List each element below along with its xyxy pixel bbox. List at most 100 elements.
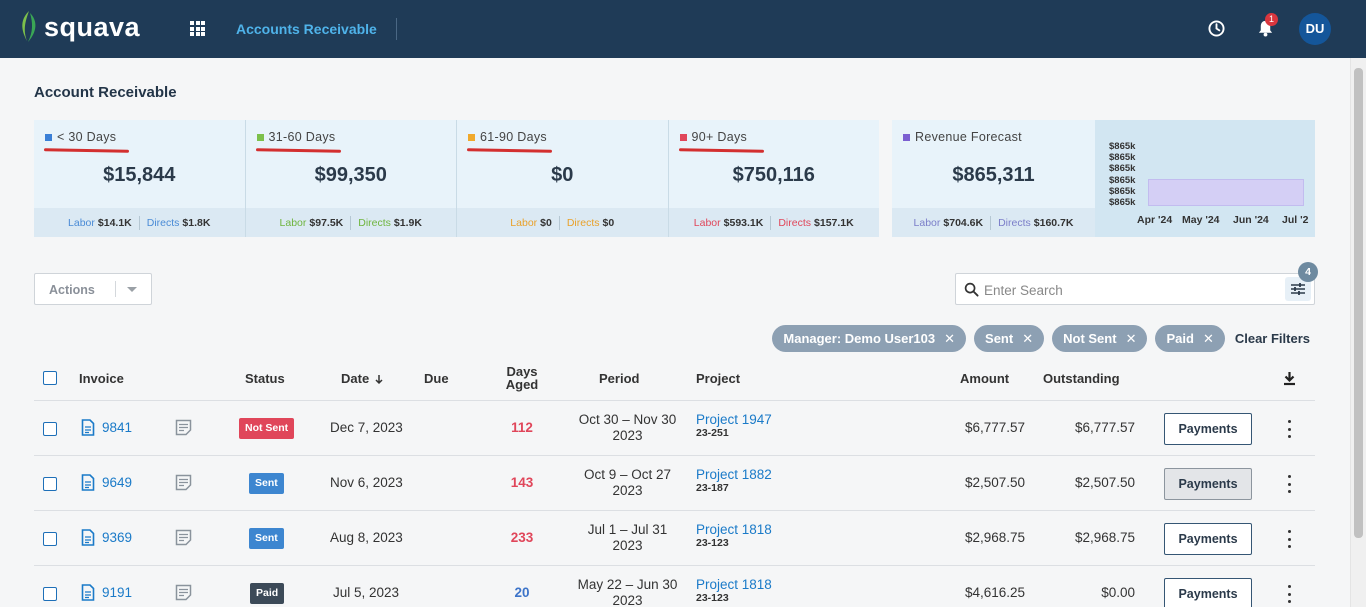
revenue-forecast-card[interactable]: Revenue Forecast $865,311 Labor $704.6K D… (892, 120, 1315, 237)
close-icon[interactable]: ✕ (1022, 330, 1034, 346)
billing-period: Jul 1 – Jul 31 2023 (570, 522, 685, 554)
invoice-link[interactable]: 9841 (102, 420, 133, 435)
period-range: May 22 – Jun 30 (577, 577, 678, 592)
period-year: 2023 (612, 483, 643, 498)
header-days-aged-line2: Aged (505, 377, 539, 392)
filter-chip-paid[interactable]: Paid ✕ (1155, 325, 1225, 352)
project-link[interactable]: Project 1882 (696, 467, 772, 482)
table-row[interactable]: 9191 Paid Jul 5, 2023 20 May 22 – Jun 30… (34, 566, 1315, 607)
row-checkbox[interactable] (43, 422, 57, 436)
invoice-link[interactable]: 9369 (102, 530, 133, 545)
header-period[interactable]: Period (599, 371, 640, 386)
x-axis-tick: Jun '24 (1233, 214, 1269, 226)
period-range: Oct 30 – Nov 30 (578, 412, 677, 427)
days-aged: 20 (514, 585, 530, 600)
clock-icon[interactable] (1208, 20, 1225, 37)
invoice-link[interactable]: 9649 (102, 475, 133, 490)
active-filters: Manager: Demo User103 ✕ Sent ✕ Not Sent ✕ P… (764, 325, 1310, 352)
note-icon[interactable] (175, 529, 192, 546)
card-breakdown: Labor $14.1K Directs $1.8K (34, 208, 245, 237)
clear-filters-link[interactable]: Clear Filters (1234, 331, 1310, 346)
document-icon[interactable] (81, 474, 95, 491)
red-underline-annotation (678, 148, 764, 153)
close-icon[interactable]: ✕ (1202, 330, 1214, 346)
divider (558, 215, 560, 230)
scrollbar-thumb[interactable] (1354, 68, 1363, 538)
table-row[interactable]: 9369 Sent Aug 8, 2023 233 Jul 1 – Jul 31… (34, 511, 1315, 566)
more-options-icon[interactable] (1284, 420, 1294, 438)
document-icon[interactable] (81, 419, 95, 436)
invoice-date: Jul 5, 2023 (333, 585, 400, 600)
project-code: 23-123 (696, 537, 729, 549)
card-value: $750,116 (732, 164, 815, 186)
project-link[interactable]: Project 1818 (696, 577, 772, 592)
directs-value: $1.9K (393, 216, 422, 229)
select-all-checkbox[interactable] (43, 371, 57, 385)
project-code: 23-251 (696, 427, 729, 439)
row-checkbox[interactable] (43, 532, 57, 546)
payments-button[interactable]: Payments (1164, 523, 1252, 555)
project-link[interactable]: Project 1947 (696, 412, 772, 427)
row-checkbox[interactable] (43, 477, 57, 491)
status-badge: Sent (249, 473, 284, 494)
app-title-link[interactable]: Accounts Receivable (236, 21, 377, 37)
note-icon[interactable] (175, 419, 192, 436)
aging-card-90-plus[interactable]: 90+ Days $750,116 Labor $593.1K Directs $1… (668, 120, 879, 237)
header-date[interactable]: Date (341, 371, 385, 386)
actions-dropdown[interactable]: Actions (34, 273, 152, 305)
filter-chip-manager[interactable]: Manager: Demo User103 ✕ (772, 325, 967, 352)
aging-card-61-90[interactable]: 61-90 Days $0 Labor $0 Directs $0 (457, 120, 669, 237)
aging-card-31-60[interactable]: 31-60 Days $99,350 Labor $97.5K Directs $1… (245, 120, 457, 237)
header-due[interactable]: Due (424, 371, 449, 386)
row-checkbox[interactable] (43, 587, 57, 601)
chevron-down-icon[interactable] (127, 287, 137, 292)
header-days-aged[interactable]: Days Aged (502, 365, 542, 391)
apps-grid-icon[interactable] (190, 21, 205, 36)
project-link[interactable]: Project 1818 (696, 522, 772, 537)
forecast-mini-chart: $865k $865k $865k $865k $865k $865k Apr … (1095, 120, 1315, 237)
document-icon[interactable] (81, 584, 95, 601)
billing-period: Oct 30 – Nov 30 2023 (570, 412, 685, 444)
title-divider (396, 18, 397, 40)
labor-breakdown: Labor $97.5K (273, 217, 351, 229)
note-icon[interactable] (175, 474, 192, 491)
card-value: $99,350 (314, 164, 387, 186)
close-icon[interactable]: ✕ (944, 330, 956, 346)
search-input[interactable] (984, 280, 1274, 300)
header-outstanding[interactable]: Outstanding (1043, 371, 1120, 386)
card-breakdown: Labor $593.1K Directs $157.1K (668, 208, 879, 237)
payments-button[interactable]: Payments (1164, 413, 1252, 445)
payments-button[interactable]: Payments (1164, 468, 1252, 500)
more-options-icon[interactable] (1284, 530, 1294, 548)
more-options-icon[interactable] (1284, 585, 1294, 603)
header-amount[interactable]: Amount (960, 371, 1010, 386)
close-icon[interactable]: ✕ (1125, 330, 1137, 346)
header-project[interactable]: Project (696, 371, 741, 386)
card-label-text: 61-90 Days (480, 130, 547, 144)
page-scrollbar[interactable] (1350, 58, 1366, 607)
labor-value: $14.1K (97, 216, 132, 229)
table-row[interactable]: 9649 Sent Nov 6, 2023 143 Oct 9 – Oct 27… (34, 456, 1315, 511)
filter-chip-sent[interactable]: Sent ✕ (974, 325, 1045, 352)
document-icon[interactable] (81, 529, 95, 546)
directs-breakdown: Directs $1.9K (351, 217, 429, 229)
payments-button[interactable]: Payments (1164, 578, 1252, 607)
header-status[interactable]: Status (245, 371, 285, 386)
user-avatar[interactable]: DU (1299, 13, 1331, 45)
invoice-link[interactable]: 9191 (102, 585, 133, 600)
directs-label: Directs (566, 216, 600, 229)
note-icon[interactable] (175, 584, 192, 601)
red-underline-annotation (255, 148, 341, 153)
squava-logo[interactable]: squava (18, 10, 140, 44)
labor-value: $593.1K (723, 216, 764, 229)
arrow-down-icon (375, 374, 383, 384)
filter-chip-not-sent[interactable]: Not Sent ✕ (1052, 325, 1148, 352)
download-icon[interactable] (1283, 371, 1296, 386)
actions-label: Actions (49, 283, 95, 297)
card-breakdown: Labor $704.6K Directs $160.7K (892, 208, 1095, 237)
aging-card-under-30[interactable]: < 30 Days $15,844 Labor $14.1K Directs $1.… (34, 120, 246, 237)
table-row[interactable]: 9841 Not Sent Dec 7, 2023 112 Oct 30 – N… (34, 401, 1315, 456)
header-invoice[interactable]: Invoice (79, 371, 124, 386)
more-options-icon[interactable] (1284, 475, 1294, 493)
status-badge: Paid (250, 583, 285, 604)
